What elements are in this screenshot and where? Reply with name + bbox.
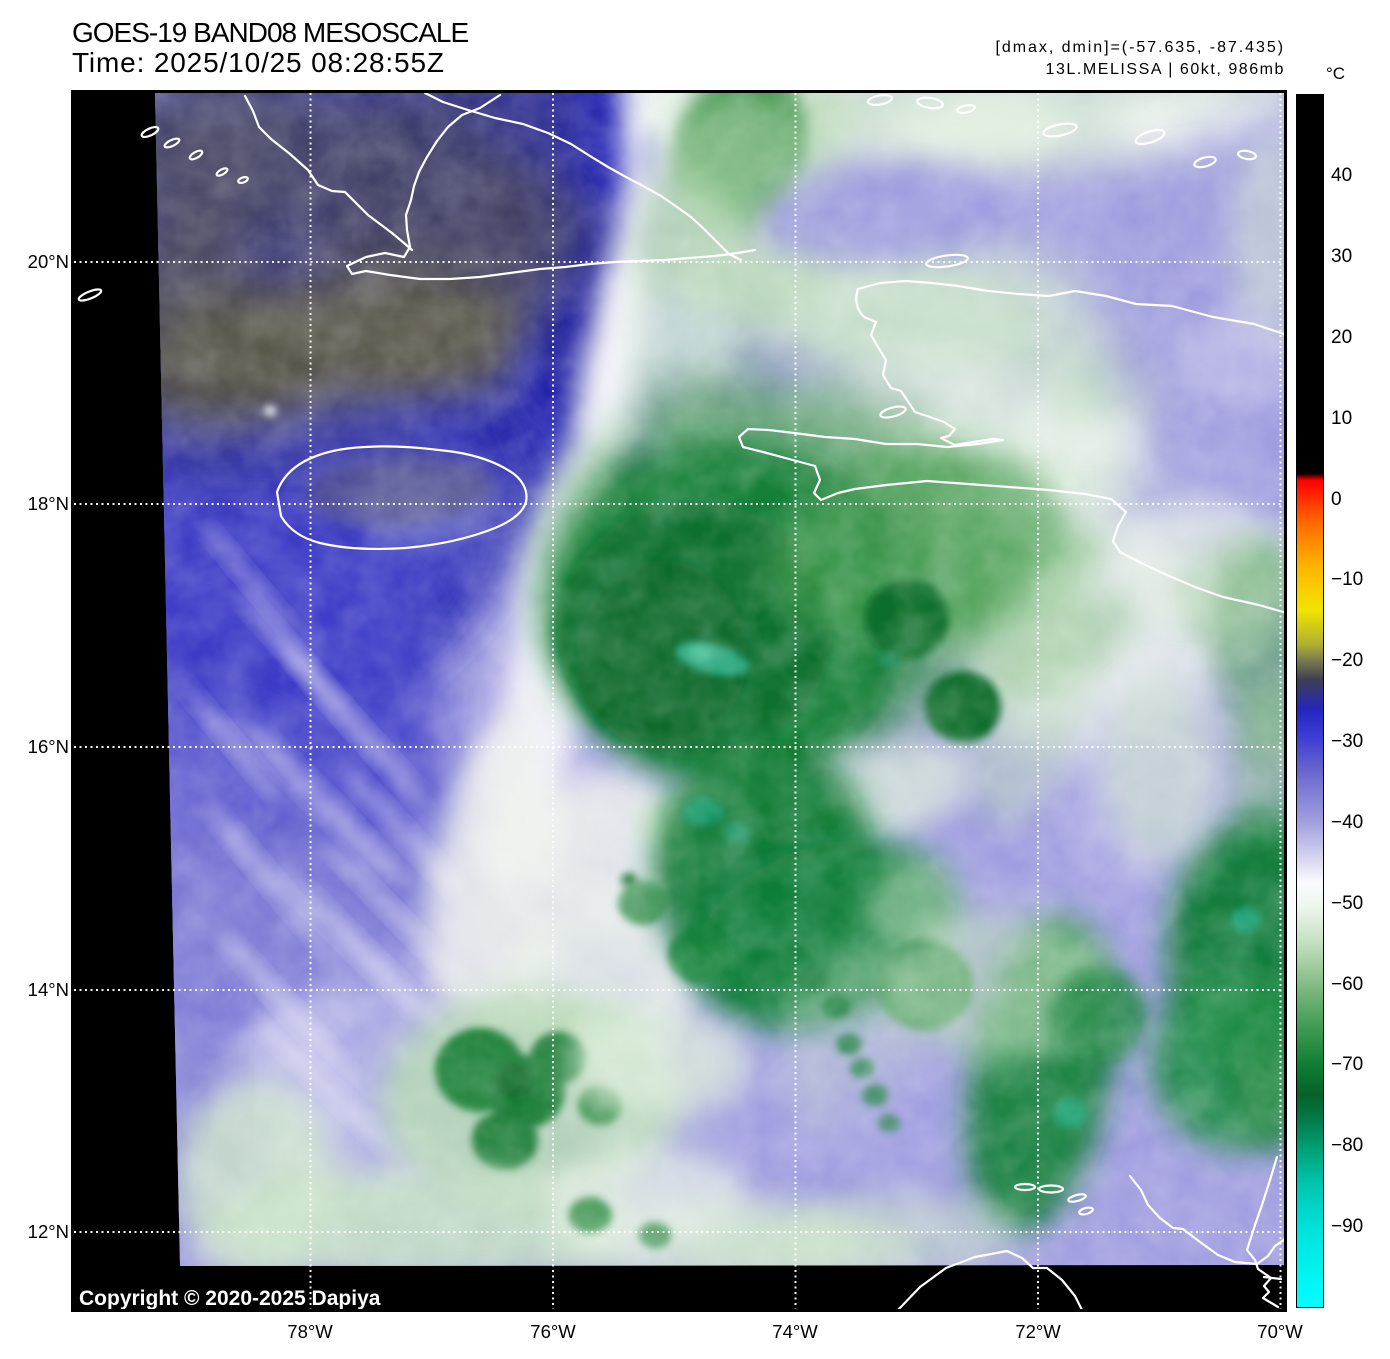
svg-text:Copyright © 2020-2025 Dapiya: Copyright © 2020-2025 Dapiya <box>79 1287 381 1309</box>
